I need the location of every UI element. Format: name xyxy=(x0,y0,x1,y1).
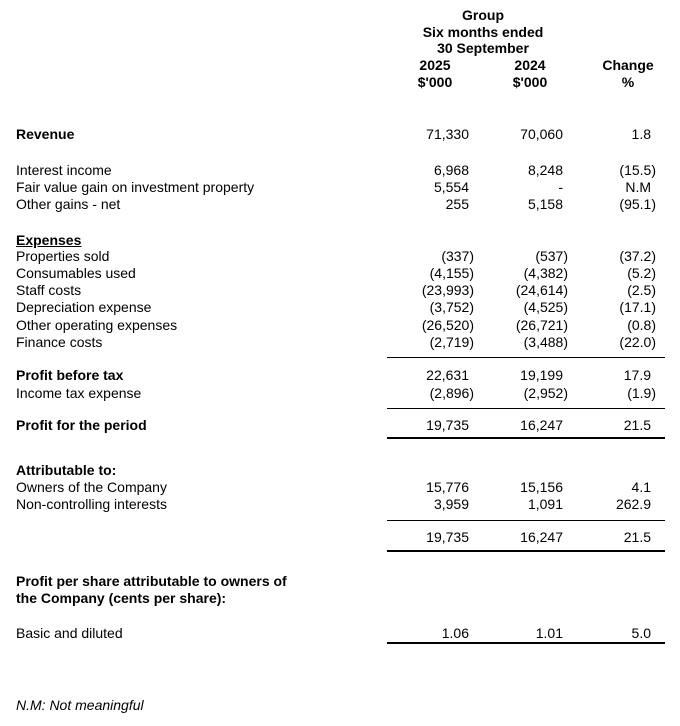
value-2025: 19,735 xyxy=(426,529,469,545)
row-label: Finance costs xyxy=(16,334,103,350)
rule xyxy=(387,520,665,521)
value-change: 4.1 xyxy=(631,479,651,495)
header-change: Change xyxy=(602,57,654,73)
row-label: Expenses xyxy=(16,232,82,248)
row-label: Revenue xyxy=(16,126,75,142)
value-change: 17.9 xyxy=(623,367,651,383)
value-change: (15.5) xyxy=(619,162,656,178)
row-label: Profit per share attributable to owners … xyxy=(16,573,287,589)
row-label: Profit before tax xyxy=(16,367,124,383)
value-change: (2.5) xyxy=(627,282,656,298)
header-group: Group xyxy=(462,7,504,23)
value-change: 21.5 xyxy=(623,529,651,545)
value-2024: 1.01 xyxy=(535,625,563,641)
header-unit-2025: $'000 xyxy=(417,74,453,90)
row-label: Interest income xyxy=(16,162,112,178)
footnote: N.M: Not meaningful xyxy=(16,697,144,713)
value-2025: 3,959 xyxy=(433,496,469,512)
value-2024: 1,091 xyxy=(527,496,563,512)
value-2024: 5,158 xyxy=(527,196,563,212)
value-2025: 19,735 xyxy=(426,417,469,433)
value-2025: (4,155) xyxy=(429,265,474,281)
value-2024: (24,614) xyxy=(515,282,568,298)
value-change: (22.0) xyxy=(619,334,656,350)
value-2025: (26,520) xyxy=(421,317,474,333)
value-2024: 16,247 xyxy=(520,417,563,433)
value-change: 5.0 xyxy=(631,625,651,641)
value-2024: 8,248 xyxy=(527,162,563,178)
row-label: Staff costs xyxy=(16,282,82,298)
value-2024: (4,525) xyxy=(523,299,568,315)
value-change: (0.8) xyxy=(627,317,656,333)
row-label: Consumables used xyxy=(16,265,136,281)
value-2025: 22,631 xyxy=(426,367,469,383)
value-change: N.M xyxy=(625,179,651,195)
value-2025: 15,776 xyxy=(426,479,469,495)
value-2025: 255 xyxy=(445,196,469,212)
value-change: (1.9) xyxy=(627,385,656,401)
value-2024: (26,721) xyxy=(515,317,568,333)
value-2025: (23,993) xyxy=(421,282,474,298)
value-2025: 1.06 xyxy=(441,625,469,641)
double-rule xyxy=(387,437,665,439)
row-label: Basic and diluted xyxy=(16,625,123,641)
value-2024: - xyxy=(558,179,563,195)
value-2024: (3,488) xyxy=(523,334,568,350)
header-change-unit: % xyxy=(621,74,635,90)
rule xyxy=(387,408,665,409)
value-change: (17.1) xyxy=(619,299,656,315)
header-date: 30 September xyxy=(437,40,529,56)
value-change: 21.5 xyxy=(623,417,651,433)
value-change: 1.8 xyxy=(631,126,651,142)
header-unit-2024: $'000 xyxy=(512,74,548,90)
value-2024: (537) xyxy=(535,248,568,264)
row-label: Profit for the period xyxy=(16,417,147,433)
value-2024: 16,247 xyxy=(520,529,563,545)
row-label: Attributable to: xyxy=(16,462,117,478)
row-label: Other gains - net xyxy=(16,196,121,212)
row-label: Owners of the Company xyxy=(16,479,167,495)
value-2024: (4,382) xyxy=(523,265,568,281)
value-2025: (2,719) xyxy=(429,334,474,350)
value-2024: 70,060 xyxy=(520,126,563,142)
header-period: Six months ended xyxy=(422,24,544,40)
value-2025: (2,896) xyxy=(429,385,474,401)
value-change: 262.9 xyxy=(615,496,651,512)
value-change: (37.2) xyxy=(619,248,656,264)
value-change: (5.2) xyxy=(627,265,656,281)
row-label: Fair value gain on investment property xyxy=(16,179,255,195)
value-2025: 5,554 xyxy=(433,179,469,195)
value-2025: (337) xyxy=(441,248,474,264)
value-change: (95.1) xyxy=(619,196,656,212)
header-year-2025: 2025 xyxy=(419,57,451,73)
value-2024: (2,952) xyxy=(523,385,568,401)
header-year-2024: 2024 xyxy=(514,57,546,73)
double-rule xyxy=(387,550,665,552)
row-label: Non-controlling interests xyxy=(16,496,167,512)
value-2025: (3,752) xyxy=(429,299,474,315)
row-label: Other operating expenses xyxy=(16,317,178,333)
row-label: Income tax expense xyxy=(16,385,142,401)
row-label: Depreciation expense xyxy=(16,299,152,315)
double-rule xyxy=(387,642,665,644)
row-label: Properties sold xyxy=(16,248,110,264)
value-2025: 6,968 xyxy=(433,162,469,178)
value-2024: 15,156 xyxy=(520,479,563,495)
value-2025: 71,330 xyxy=(426,126,469,142)
row-label: the Company (cents per share): xyxy=(16,590,227,606)
value-2024: 19,199 xyxy=(520,367,563,383)
rule xyxy=(387,357,665,358)
